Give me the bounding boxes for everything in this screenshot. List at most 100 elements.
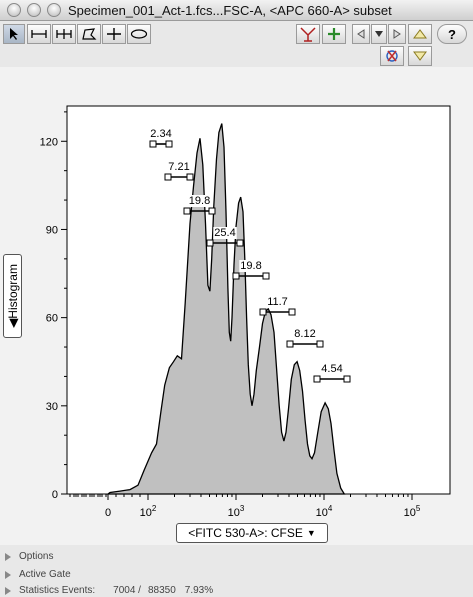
chevron-down-icon: ▼ (306, 528, 316, 538)
range-gate[interactable]: 19.8 (232, 260, 270, 280)
parent-population-button[interactable] (408, 24, 432, 44)
gate-percent-label: 7.21 (168, 161, 189, 173)
gate-label-background (293, 328, 317, 340)
range-gate[interactable]: 19.8 (183, 195, 216, 215)
gate-handle-left[interactable] (206, 239, 214, 247)
pointer-tool-button[interactable] (3, 24, 25, 44)
gate-handle-right[interactable] (316, 340, 324, 348)
gate-label-background (213, 227, 237, 239)
previous-population-button[interactable] (352, 24, 370, 44)
options-label: Options (19, 551, 54, 562)
quadrant-gate-icon (107, 28, 121, 40)
y-axis-parameter-selector[interactable]: ◀Histogram (3, 254, 22, 338)
bisector-gate-icon (56, 29, 72, 39)
x-tick-label: 0 (105, 507, 111, 519)
range-gate[interactable]: 4.54 (313, 363, 351, 383)
gate-label-background (320, 363, 344, 375)
gate-label-background (167, 161, 191, 173)
statistics-count: 7004 / (113, 585, 141, 596)
display-options-button[interactable] (296, 24, 320, 44)
y-axis-label: Histogram (5, 264, 20, 319)
range-gate-icon (31, 30, 47, 38)
gate-handle-right[interactable] (165, 140, 173, 148)
range-gate[interactable]: 25.4 (206, 227, 244, 247)
y-tick-label: 30 (46, 401, 58, 413)
x-axis-label: <FITC 530-A>: CFSE (188, 526, 303, 540)
gate-label-background (239, 260, 263, 272)
gate-percent-label: 11.7 (267, 296, 288, 308)
x-axis-parameter-selector[interactable]: <FITC 530-A>: CFSE ▼ (176, 523, 328, 543)
range-gate[interactable]: 7.21 (164, 161, 194, 181)
y-tick-label: 60 (46, 313, 58, 325)
gate-percent-label: 25.4 (214, 227, 235, 239)
swap-axes-icon (386, 50, 398, 62)
footer-panel: Options Active Gate Statistics Events: 7… (0, 545, 473, 597)
statistics-total: 88350 (147, 585, 176, 596)
gate-percent-label: 2.34 (150, 128, 171, 140)
quadrant-gate-button[interactable] (102, 24, 126, 44)
y-tick-label: 90 (46, 224, 58, 236)
next-population-button[interactable] (388, 24, 406, 44)
statistics-disclosure[interactable]: Statistics Events: 7004 / 88350 7.93% (5, 585, 213, 596)
gate-handle-right[interactable] (262, 272, 270, 280)
gate-handle-left[interactable] (183, 207, 191, 215)
gate-handle-right[interactable] (236, 239, 244, 247)
y-tick-label: 120 (40, 136, 58, 148)
title-bar: Specimen_001_Act-1.fcs...FSC-A, <APC 660… (0, 0, 473, 21)
range-gate[interactable]: 11.7 (259, 296, 296, 316)
gate-label-background (149, 128, 173, 140)
close-window-button[interactable] (7, 3, 21, 17)
options-disclosure[interactable]: Options (5, 551, 53, 562)
gate-percent-label: 4.54 (321, 363, 342, 375)
gate-percent-label: 19.8 (189, 195, 210, 207)
minimize-window-button[interactable] (27, 3, 41, 17)
statistics-percent: 7.93% (184, 585, 214, 596)
triangle-left-icon (357, 29, 365, 39)
gate-handle-right[interactable] (343, 375, 351, 383)
gate-handle-left[interactable] (232, 272, 240, 280)
chevron-left-icon: ◀ (5, 318, 20, 328)
bisector-gate-button[interactable] (52, 24, 76, 44)
gate-handle-right[interactable] (288, 308, 296, 316)
gate-handle-left[interactable] (313, 375, 321, 383)
statistics-label: Statistics Events: (19, 585, 96, 596)
range-gate[interactable]: 8.12 (286, 328, 324, 348)
gate-label-background (266, 296, 289, 308)
histogram-series (106, 123, 346, 495)
gate-handle-left[interactable] (259, 308, 267, 316)
disclosure-triangle-icon (5, 552, 11, 561)
triangle-down-icon (413, 51, 427, 61)
polygon-gate-icon (82, 28, 97, 40)
add-gate-button[interactable] (322, 24, 346, 44)
child-population-button[interactable] (408, 46, 432, 66)
triangle-up-icon (413, 29, 427, 39)
gate-handle-right[interactable] (186, 173, 194, 181)
swap-axes-button[interactable] (380, 46, 404, 66)
chevron-down-icon (375, 31, 383, 37)
gate-percent-label: 8.12 (294, 328, 315, 340)
triangle-right-icon (393, 29, 401, 39)
gate-handle-left[interactable] (164, 173, 172, 181)
gate-label-background (187, 195, 212, 207)
gate-handle-right[interactable] (208, 207, 216, 215)
range-gate[interactable]: 2.34 (149, 128, 173, 148)
help-button[interactable]: ? (437, 24, 467, 44)
x-tick-label: 103 (228, 504, 245, 519)
population-menu-button[interactable] (371, 24, 387, 44)
window-title: Specimen_001_Act-1.fcs...FSC-A, <APC 660… (68, 3, 392, 18)
gate-handle-left[interactable] (149, 140, 157, 148)
active-gate-disclosure[interactable]: Active Gate (5, 569, 71, 580)
arrow-cursor-icon (10, 28, 18, 40)
range-gate-button[interactable] (27, 24, 51, 44)
gate-handle-left[interactable] (286, 340, 294, 348)
polygon-gate-button[interactable] (77, 24, 101, 44)
ellipse-gate-icon (130, 29, 148, 39)
disclosure-triangle-icon (5, 586, 11, 595)
x-tick-label: 102 (140, 504, 157, 519)
x-tick-label: 104 (316, 504, 333, 519)
ellipse-gate-button[interactable] (127, 24, 151, 44)
zoom-window-button[interactable] (47, 3, 61, 17)
axis-scale-icon (300, 27, 316, 42)
